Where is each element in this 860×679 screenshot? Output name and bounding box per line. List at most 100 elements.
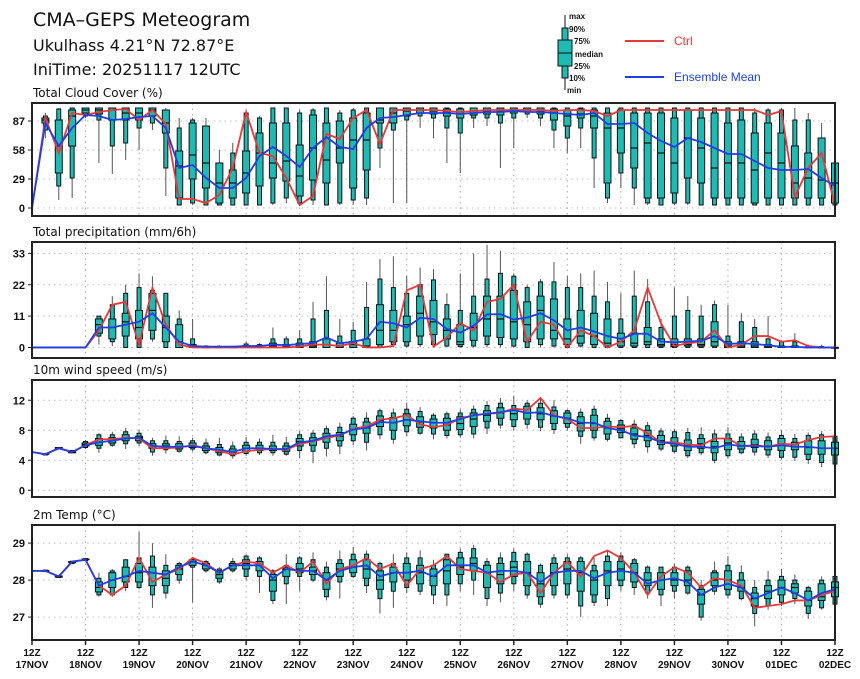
ensemble-box [175,436,184,453]
ensemble-box [456,107,465,173]
panel-title: Total precipitation (mm/6h) [32,225,196,239]
y-tick-label: 0 [19,485,25,497]
y-tick-label: 29 [13,174,25,186]
ensemble-box [389,408,398,444]
p25-p75-box [710,112,719,199]
x-tick-hour: 12Z [666,648,683,659]
p25-p75-box [603,112,612,184]
ensemble-box [255,438,264,455]
p25-p75-box [121,107,130,121]
ensemble-box [121,284,130,348]
p25-p75-box [483,295,492,337]
p10-p90-box [671,315,677,348]
p25-p75-box [590,312,599,346]
ensemble-box [255,116,264,206]
ensemble-box [228,441,237,459]
ensemble-box [161,292,170,348]
ensemble-box [188,118,197,205]
ensemble-box [536,399,545,431]
p25-p75-box [201,125,210,189]
ensemble-box [389,256,398,348]
ensemble-box [255,556,264,594]
ensemble-box [723,304,732,348]
ensemble-box [764,570,773,610]
x-axis: 12Z17NOV12Z18NOV12Z19NOV12Z20NOV12Z21NOV… [16,640,851,671]
ensemble-box [483,557,492,606]
ensemble-box [282,437,291,456]
p25-p75-box [255,132,264,187]
ensemble-box [483,244,492,348]
p25-p75-box [670,117,679,194]
ensemble-box [549,261,558,348]
ensemble-box [335,110,344,205]
p25-p75-box [469,557,478,572]
ensemble-box [683,107,692,205]
ensemble-box [496,552,505,603]
p25-p75-box [817,137,826,199]
ensemble-box [188,557,197,603]
x-tick-hour: 12Z [452,648,469,659]
ensemble-box [737,565,746,601]
x-tick-hour: 12Z [505,648,522,659]
p25-p75-box [322,122,331,184]
line-legend: Ctrl Ensemble Mean [625,34,761,84]
p25-p75-box [509,289,518,340]
x-tick-date: 18NOV [69,660,102,671]
ensemble-box [576,556,585,618]
ctrl-series-line [31,396,836,456]
x-tick-hour: 12Z [773,648,790,659]
ensemble-mean-series-line [32,312,835,349]
legend-p10: 10% [569,74,585,83]
ensemble-box [81,107,90,118]
ensemble-box [804,113,813,206]
ensemble-box [135,273,144,348]
ensemble-box [723,427,732,459]
x-tick-date: 23NOV [337,660,370,671]
ensemble-box [764,432,773,458]
ensemble-box [723,556,732,599]
chart-title: CMA–GEPS Meteogram [33,9,250,31]
ensemble-box [309,430,318,464]
p25-p75-box [603,318,612,347]
ensemble-box [737,107,746,206]
ensemble-box [295,110,304,205]
ensemble-box [710,429,719,464]
p10-p90-box [457,107,463,134]
legend-p75: 75% [574,37,590,46]
x-tick-date: 26NOV [497,660,530,671]
ensemble-box [603,550,612,606]
p25-p75-box [135,309,144,340]
x-tick-hour: 12Z [612,648,629,659]
p25-p75-box [496,295,505,338]
legend-max: max [569,12,586,21]
p25-p75-box [563,109,572,127]
x-tick-date: 29NOV [658,660,691,671]
ensemble-box [710,107,719,206]
p25-p75-box [496,562,505,585]
p25-p75-box [643,112,652,199]
ensemble-box [496,107,505,168]
p25-p75-box [483,564,492,588]
p25-p75-box [242,150,251,194]
ensemble-box [442,553,451,606]
legend-p90: 90% [569,25,585,34]
legend-median: median [575,50,603,59]
ensemble-box [282,554,291,605]
ensemble-box [750,108,759,206]
ensemble-box [590,270,599,348]
p25-p75-box [549,108,558,121]
p25-p75-box [242,559,251,570]
p25-p75-box [563,318,572,346]
y-tick-label: 12 [13,395,25,407]
ensemble-box [697,427,706,455]
x-tick-hour: 12Z [130,648,147,659]
box-legend: max 90% 75% median 25% 10% min [557,12,603,95]
ensemble-box [670,107,679,205]
p25-p75-box [536,572,545,598]
x-tick-date: 25NOV [444,660,477,671]
x-tick-hour: 12Z [23,648,40,659]
p25-p75-box [322,338,331,348]
p25-p75-box [389,566,398,583]
y-tick-label: 8 [19,425,25,437]
